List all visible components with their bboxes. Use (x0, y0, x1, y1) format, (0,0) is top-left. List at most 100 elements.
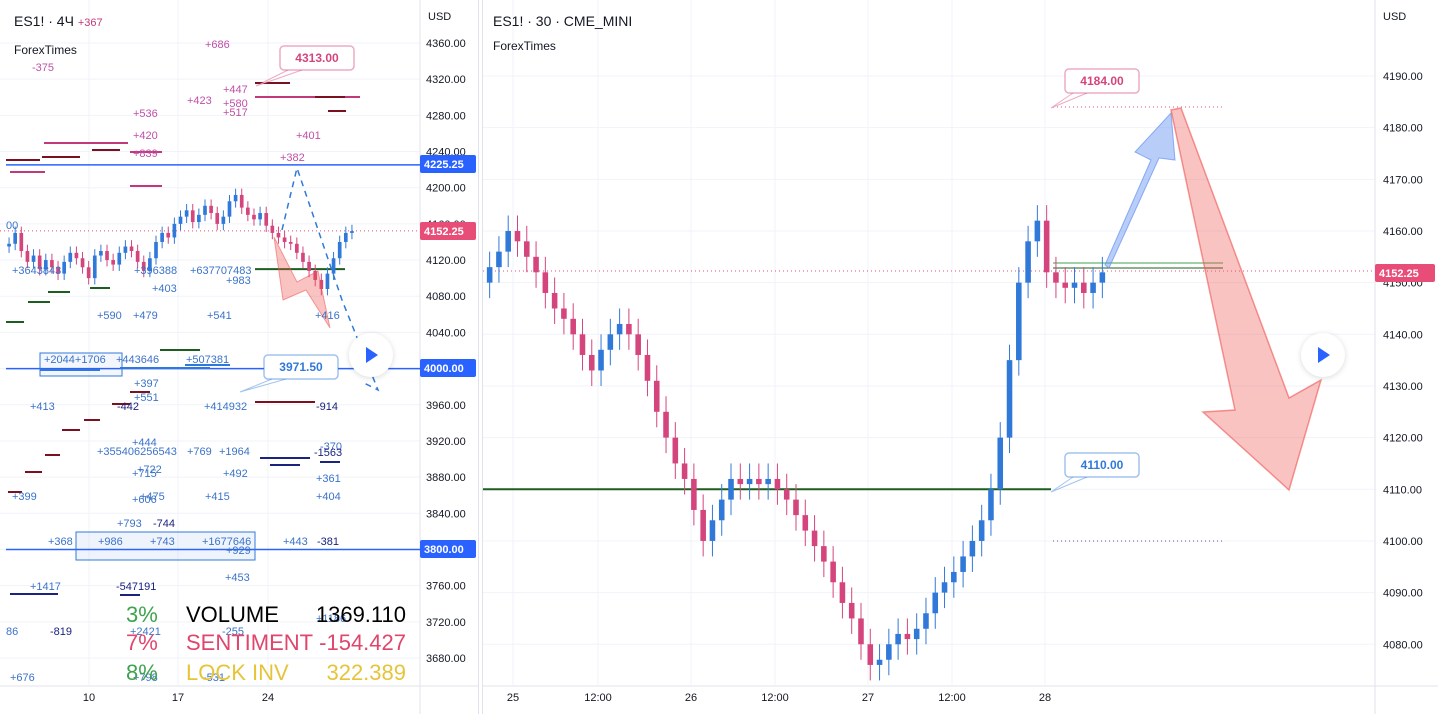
right-candle (1099, 272, 1106, 283)
play-icon (1318, 347, 1330, 363)
right-y-tick-label: 4100.00 (1383, 536, 1423, 548)
left-y-tick-label: 4040.00 (426, 327, 466, 339)
right-candle (709, 520, 716, 541)
right-candle (579, 334, 586, 355)
left-flow-label: +793 (117, 518, 142, 530)
right-currency: USD (1383, 11, 1407, 23)
left-candle (184, 210, 189, 217)
right-candle (718, 499, 725, 521)
left-flow-label: -370 (320, 441, 342, 453)
left-candle (190, 210, 195, 223)
right-candle (542, 272, 549, 293)
left-y-tick-label: 3840.00 (426, 508, 466, 520)
right-candle (783, 489, 790, 500)
left-flow-label: +382 (280, 152, 305, 164)
left-candle (203, 205, 207, 215)
right-candle (1034, 220, 1041, 242)
left-chart-pane[interactable]: 4360.004320.004280.004240.004200.004160.… (0, 0, 479, 714)
right-candle (1006, 360, 1013, 438)
left-source: ForexTimes (14, 43, 77, 57)
left-flow-label: +769 (187, 446, 212, 458)
left-flow-label: +606 (132, 494, 157, 506)
left-candle (99, 251, 103, 256)
left-candle (227, 201, 232, 217)
right-candle (486, 267, 493, 283)
left-change: +367 (77, 17, 103, 29)
right-callout-low: 4110.00 (1081, 458, 1124, 472)
right-candle (923, 613, 929, 629)
left-flow-label: +420 (133, 130, 158, 142)
right-y-tick-label: 4080.00 (1383, 639, 1423, 651)
right-candle (663, 411, 669, 438)
left-dashed-projection (281, 165, 380, 392)
left-chart-canvas[interactable]: 4360.004320.004280.004240.004200.004160.… (0, 0, 478, 714)
left-candle (301, 252, 305, 262)
left-flow-label: +492 (223, 468, 248, 480)
left-candle (56, 267, 60, 274)
left-candle (80, 258, 85, 268)
left-candle (172, 223, 177, 238)
right-candle (635, 334, 641, 355)
left-candle (197, 214, 201, 223)
left-flow-label: -255 (222, 626, 244, 638)
left-y-tick-label: 4120.00 (426, 255, 466, 267)
left-flow-label: +1186 (316, 613, 346, 625)
right-candle (737, 478, 744, 485)
right-candle (1062, 282, 1069, 288)
left-candle (252, 214, 256, 220)
left-candle (215, 213, 220, 224)
left-candle (13, 232, 18, 244)
left-flow-label: +479 (133, 310, 158, 322)
right-candle (941, 582, 948, 593)
left-candle (148, 258, 152, 271)
right-candle (523, 241, 530, 257)
left-flow-label: +715 (132, 468, 157, 480)
stat-label: VOLUME (186, 602, 279, 627)
right-candle (904, 633, 911, 640)
left-candle (117, 252, 122, 265)
right-candle (895, 633, 901, 645)
left-play-button[interactable] (349, 333, 393, 377)
left-flow-label: 00 (6, 220, 18, 232)
right-x-tick-label: 27 (862, 692, 874, 704)
right-candle (867, 644, 874, 665)
right-candle (839, 582, 846, 603)
left-y-tick-label: 3960.00 (426, 400, 466, 412)
left-candle (7, 243, 11, 247)
right-candle (691, 478, 697, 510)
right-candle (969, 540, 976, 557)
left-candle (313, 270, 318, 280)
left-flow-label: +2044+1706 (44, 354, 106, 366)
right-candle (505, 230, 511, 252)
left-flow-label: +401 (296, 130, 321, 142)
left-price-badge: 4225.25 (424, 159, 464, 171)
left-x-tick-label: 17 (172, 692, 184, 704)
left-flow-label: +590 (97, 310, 122, 322)
left-flow-label: -375 (32, 62, 54, 74)
right-candle (561, 308, 567, 319)
left-flow-label: +2421 (130, 626, 161, 638)
left-flow-label: +415 (205, 491, 230, 503)
right-candle (653, 380, 660, 412)
right-candle (913, 628, 920, 640)
right-chart-pane[interactable]: 4190.00 4180.00 4170.00 4160.00 4150.00 4140.… (482, 0, 1438, 714)
left-candle (105, 251, 109, 261)
left-flow-label: +396388 (134, 265, 177, 277)
right-play-button[interactable] (1301, 333, 1345, 377)
stat-pct: 7% (126, 630, 158, 655)
left-price-badge-bg (420, 222, 476, 240)
right-chart-canvas[interactable]: 4190.004180.004170.004160.004150.004140.… (483, 0, 1438, 714)
right-candle (811, 530, 818, 547)
left-flow-label: +986 (98, 536, 123, 548)
left-flow-label: +355406256543 (97, 446, 177, 458)
right-candle (746, 478, 753, 485)
right-y-tick-label: 4090.00 (1383, 588, 1423, 600)
left-flow-label: +368 (48, 536, 73, 548)
left-candle (331, 258, 336, 274)
right-plot-area (483, 0, 1375, 686)
left-flow-label: -547191 (116, 581, 156, 593)
left-flow-label: +447 (223, 84, 248, 96)
left-flow-label: +722 (137, 464, 162, 476)
left-callout-low-tail (239, 378, 287, 393)
right-x-tick-label: 26 (685, 692, 697, 704)
